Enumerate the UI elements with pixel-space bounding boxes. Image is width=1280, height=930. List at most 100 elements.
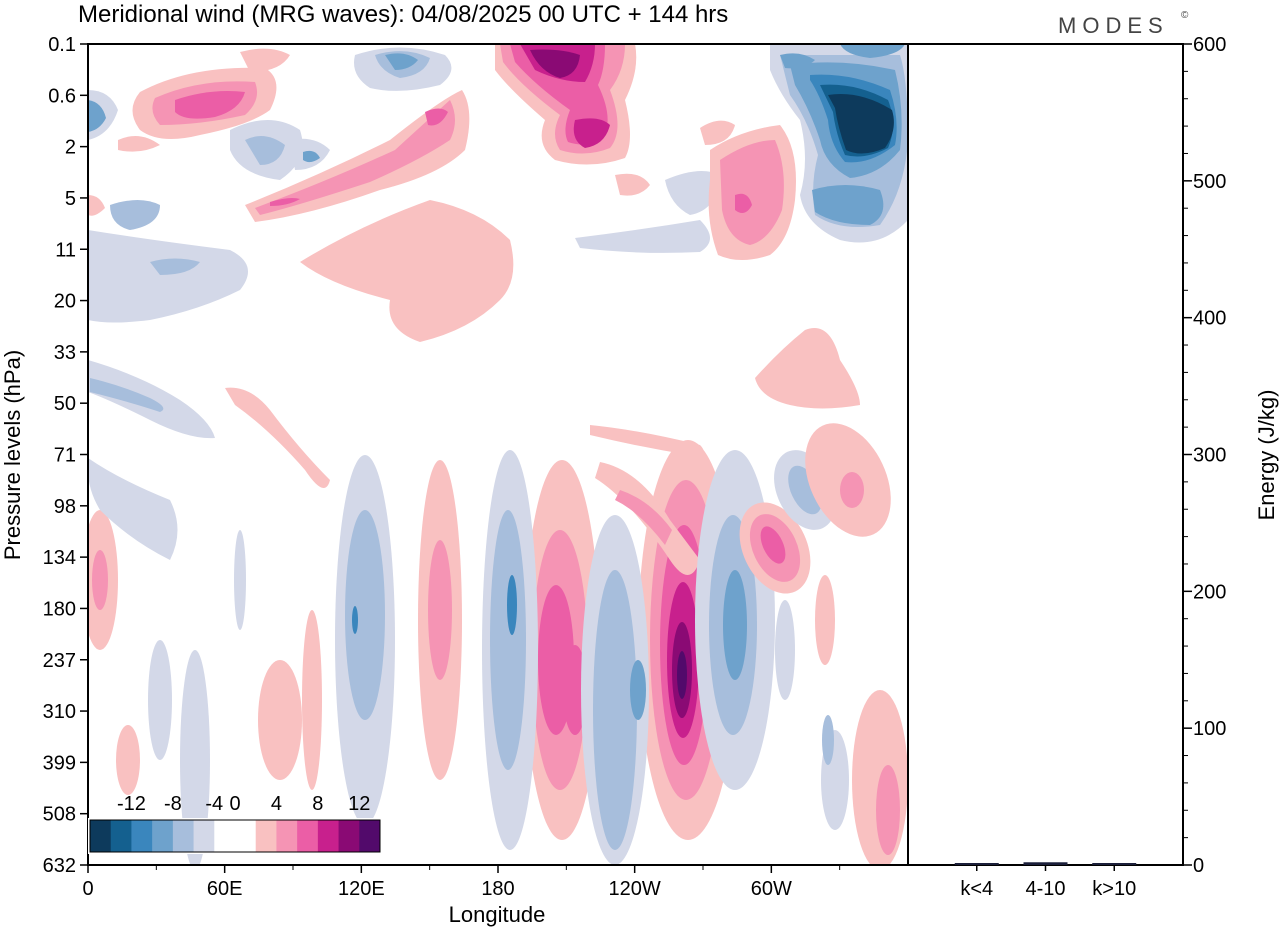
y-tick-label: 0.1 — [48, 34, 76, 56]
contour-neg-g7 — [148, 640, 172, 760]
colorbar-swatch — [193, 820, 215, 852]
contour-neg-f3 — [352, 606, 358, 634]
y-tick-label: 180 — [43, 598, 76, 620]
contour-neg-k5 — [110, 200, 160, 230]
contour-pos-g3 — [116, 725, 140, 795]
colorbar-swatch — [235, 820, 257, 852]
y-axis-energy: 0 100 200 300 400 500 600 — [1183, 34, 1226, 877]
contour-pos-tilt-2 — [615, 490, 672, 545]
energy-tick-label: 400 — [1193, 308, 1226, 330]
energy-category-label: 4-10 — [1025, 878, 1065, 900]
y-tick-label: 2 — [65, 137, 76, 159]
energy-tick-label: 0 — [1193, 855, 1204, 877]
y-tick-label: 632 — [43, 855, 76, 877]
energy-category-label: k<4 — [960, 878, 993, 900]
x-axis-longitude: 0 60E 120E 180 120W 60W — [82, 865, 841, 900]
y-tick-label: 0.6 — [48, 85, 76, 107]
contour-neg-n2 — [245, 136, 285, 165]
contour-pos-g4 — [258, 660, 302, 780]
chart-title: Meridional wind (MRG waves): 04/08/2025 … — [78, 1, 728, 28]
energy-panel-frame — [907, 43, 1184, 866]
y-tick-label: 11 — [55, 239, 76, 261]
contour-pos-l4 — [118, 136, 160, 152]
colorbar-swatch — [172, 820, 195, 852]
brand-registered-mark: © — [1181, 10, 1189, 21]
contour-neg-s9 — [780, 53, 815, 69]
contour-pos-g5 — [302, 610, 322, 790]
contour-field — [88, 44, 908, 865]
colorbar-swatch — [297, 820, 319, 852]
contour-pos-t1 — [240, 48, 290, 72]
colorbar: -12 -8 -4 0 4 8 12 — [88, 793, 382, 854]
colorbar-swatch — [110, 820, 132, 852]
colorbar-label: 0 — [229, 793, 240, 815]
contour-neg-s8 — [812, 185, 884, 225]
contour-neg-s6 — [828, 94, 894, 154]
x-tick-label: 0 — [82, 878, 93, 900]
contour-pos-core-6 — [677, 651, 687, 699]
contour-neg-h2 — [822, 715, 834, 765]
colorbar-swatch — [338, 820, 360, 852]
contour-pos-m1 — [245, 90, 470, 222]
contour-neg-f2 — [345, 510, 385, 720]
contour-pos-r2 — [720, 140, 784, 245]
x-tick-label: 60E — [207, 878, 243, 900]
energy-tick-label: 300 — [1193, 445, 1226, 467]
y-tick-label: 310 — [43, 701, 76, 723]
x-tick-label: 120W — [609, 878, 661, 900]
energy-bars — [954, 862, 1137, 865]
colorbar-label: 4 — [271, 793, 282, 815]
y-tick-label: 33 — [54, 342, 76, 364]
contour-neg-k6 — [150, 258, 200, 275]
contour-neg-k8 — [665, 171, 720, 215]
contour-pos-i7 — [840, 472, 864, 508]
colorbar-swatch — [152, 820, 174, 852]
colorbar-swatch — [90, 820, 112, 852]
contour-pos-l3 — [175, 91, 245, 119]
colorbar-label: -4 — [205, 793, 223, 815]
contour-pos-r3 — [735, 193, 752, 214]
x-tick-label: 180 — [481, 878, 514, 900]
contour-neg-g6 — [180, 650, 210, 865]
y-tick-label: 71 — [54, 445, 76, 467]
y-tick-label: 98 — [54, 496, 76, 518]
energy-bar — [1023, 862, 1068, 865]
contour-pos-m4 — [425, 108, 448, 126]
contour-neg-h6 — [775, 600, 795, 700]
contour-neg-o3 — [385, 53, 418, 70]
contour-pos-j1 — [300, 200, 514, 342]
contour-pos-q5 — [530, 49, 580, 78]
energy-axis-label: Energy (J/kg) — [1254, 390, 1279, 521]
x-tick-label: 120E — [338, 878, 385, 900]
y-tick-label: 134 — [43, 547, 76, 569]
contour-neg-k4 — [88, 230, 248, 323]
y-tick-label: 50 — [54, 393, 76, 415]
contour-pos-j4 — [590, 425, 704, 455]
x-tick-label: 60W — [751, 878, 792, 900]
contour-neg-g8 — [234, 530, 246, 630]
contour-pos-q6 — [573, 118, 610, 148]
contour-neg-k7 — [575, 220, 710, 253]
colorbar-swatch — [255, 820, 277, 852]
energy-tick-label: 100 — [1193, 718, 1226, 740]
energy-tick-label: 600 — [1193, 34, 1226, 56]
energy-tick-label: 500 — [1193, 171, 1226, 193]
colorbar-swatch — [276, 820, 298, 852]
energy-category-axis: k<4 4-10 k>10 — [960, 865, 1136, 900]
contour-neg-b3 — [507, 575, 517, 635]
contour-neg-p2 — [88, 100, 106, 132]
contour-pos-g2 — [92, 550, 108, 610]
colorbar-swatch — [359, 820, 381, 852]
contour-neg-n4 — [303, 150, 320, 163]
contour-pos-r5 — [615, 173, 650, 196]
contour-pos-j2 — [755, 328, 860, 409]
contour-neg-c3 — [630, 660, 646, 720]
contour-pos-b4 — [563, 645, 587, 735]
energy-bar — [954, 863, 999, 865]
y-tick-label: 5 — [65, 188, 76, 210]
contour-neg-s7 — [840, 44, 905, 58]
y-tick-label: 237 — [43, 650, 76, 672]
energy-bar — [1092, 863, 1137, 865]
contour-pos-h4 — [876, 765, 900, 855]
brand-logo: MODES — [1058, 13, 1169, 38]
